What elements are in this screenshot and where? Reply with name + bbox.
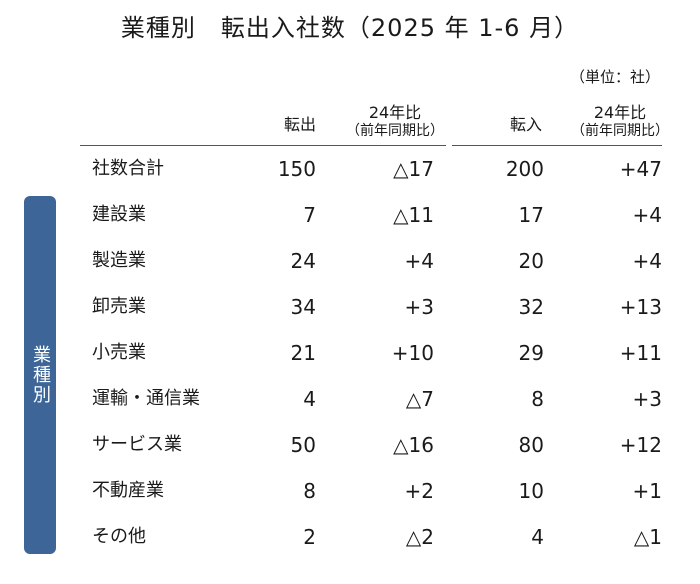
header-out-cmp-sub: （前年同期比） [346,123,444,139]
cell-out: 34 [290,295,316,319]
cell-in: 29 [518,341,544,365]
cell-out-cmp: +3 [404,295,434,319]
cell-out-cmp: △7 [405,387,434,411]
cell-out-cmp: +4 [404,249,434,273]
cell-in-cmp: △1 [633,525,662,549]
row-label: 小売業 [92,342,146,363]
cell-out: 21 [290,341,316,365]
cell-in-cmp: +13 [619,295,662,319]
cell-in-cmp: +47 [619,157,662,181]
cell-in-cmp: +3 [632,387,662,411]
cell-in-cmp: +4 [632,249,662,273]
table-row: 運輸・通信業 4 △7 8 +3 [0,376,700,422]
header-in-cmp-label: 24年比 [593,103,647,122]
cell-in: 8 [531,387,544,411]
row-label: 社数合計 [92,158,164,179]
row-label: 運輸・通信業 [92,388,200,409]
cell-out-cmp: △16 [393,433,434,457]
cell-in: 17 [518,203,544,227]
table-row: その他 2 △2 4 △1 [0,514,700,560]
cell-in: 10 [518,479,544,503]
cell-out: 7 [303,203,316,227]
cell-out-cmp: △17 [393,157,434,181]
row-label: 製造業 [92,250,146,271]
table-row: 小売業 21 +10 29 +11 [0,330,700,376]
cell-in-cmp: +12 [619,433,662,457]
header-out-cmp: 24年比 （前年同期比） [335,104,455,140]
cell-in-cmp: +4 [632,203,662,227]
header-out: 転出 [283,115,316,134]
sidebar-label: 業種別 [24,196,56,554]
cell-out: 8 [303,479,316,503]
cell-out-cmp: △11 [393,203,434,227]
table-row: 不動産業 8 +2 10 +1 [0,468,700,514]
row-label: 卸売業 [92,296,146,317]
cell-in: 80 [518,433,544,457]
cell-out: 24 [290,249,316,273]
cell-out: 2 [303,525,316,549]
row-label: その他 [92,526,146,547]
header-in-cmp-sub: （前年同期比） [571,123,669,139]
header-out-cmp-label: 24年比 [368,103,422,122]
unit-label: （単位：社） [569,68,660,86]
cell-out-cmp: △2 [405,525,434,549]
cell-out-cmp: +10 [391,341,434,365]
row-label: 不動産業 [92,480,164,501]
sidebar-label-text: 業種別 [30,345,51,405]
table-row: 製造業 24 +4 20 +4 [0,238,700,284]
table-row: 建設業 7 △11 17 +4 [0,192,700,238]
header-in-cmp: 24年比 （前年同期比） [560,104,680,140]
table-row: 社数合計 150 △17 200 +47 [0,146,700,192]
cell-in: 4 [531,525,544,549]
cell-in: 32 [518,295,544,319]
table-row: サービス業 50 △16 80 +12 [0,422,700,468]
cell-out-cmp: +2 [404,479,434,503]
cell-in-cmp: +11 [619,341,662,365]
cell-out: 4 [303,387,316,411]
header-in: 転入 [509,115,542,134]
header-divider-right [452,145,662,146]
header-divider-left [80,145,446,146]
cell-in-cmp: +1 [632,479,662,503]
page-title: 業種別 転出入社数（2025 年 1-6 月） [120,14,580,42]
cell-in: 200 [505,157,544,181]
cell-out: 150 [277,157,316,181]
table-row: 卸売業 34 +3 32 +13 [0,284,700,330]
cell-out: 50 [290,433,316,457]
cell-in: 20 [518,249,544,273]
row-label: 建設業 [92,204,146,225]
row-label: サービス業 [92,434,182,455]
